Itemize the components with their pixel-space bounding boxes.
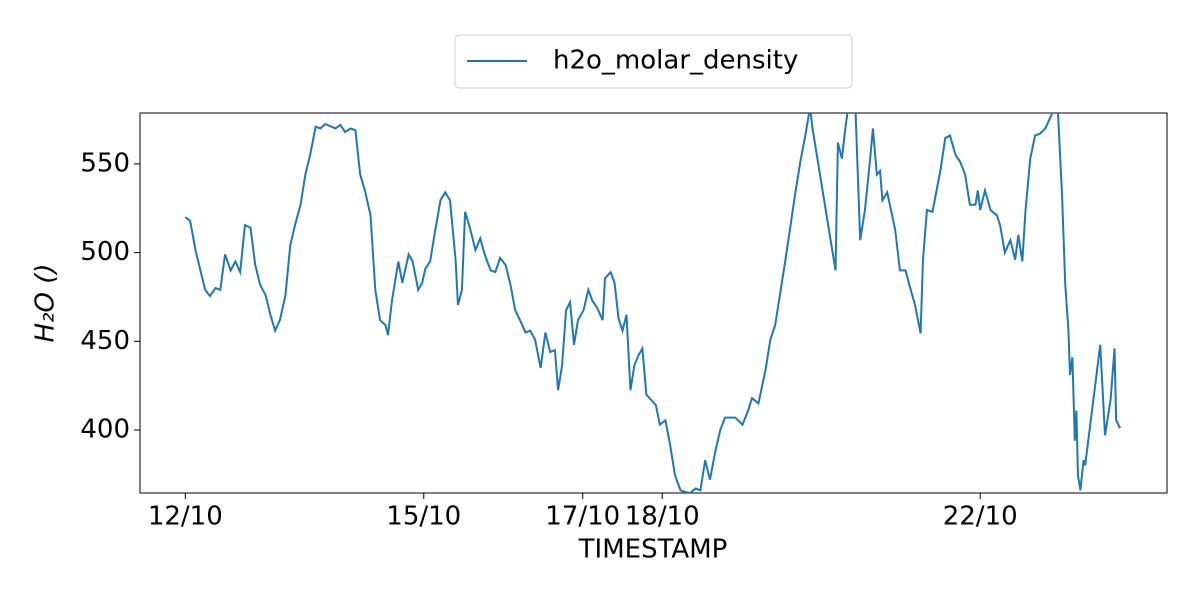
x-tick-label: 18/10 xyxy=(625,502,700,532)
x-axis-label: TIMESTAMP xyxy=(578,535,728,565)
x-tick-label: 12/10 xyxy=(148,502,223,532)
x-tick-label: 17/10 xyxy=(545,502,620,532)
plot-frame xyxy=(139,112,1168,494)
x-tick-label: 22/10 xyxy=(943,502,1018,532)
x-tick-label: 15/10 xyxy=(386,502,461,532)
legend-label: h2o_molar_density xyxy=(553,46,798,76)
legend-box xyxy=(454,34,853,89)
y-axis-label: H₂O () xyxy=(31,264,61,343)
data-line xyxy=(184,113,1121,493)
legend: h2o_molar_density xyxy=(454,34,853,89)
y-tick-label: 400 xyxy=(80,415,130,445)
y-tick-label: 550 xyxy=(80,148,130,178)
y-tick-label: 500 xyxy=(80,237,130,267)
y-tick-label: 450 xyxy=(80,326,130,356)
